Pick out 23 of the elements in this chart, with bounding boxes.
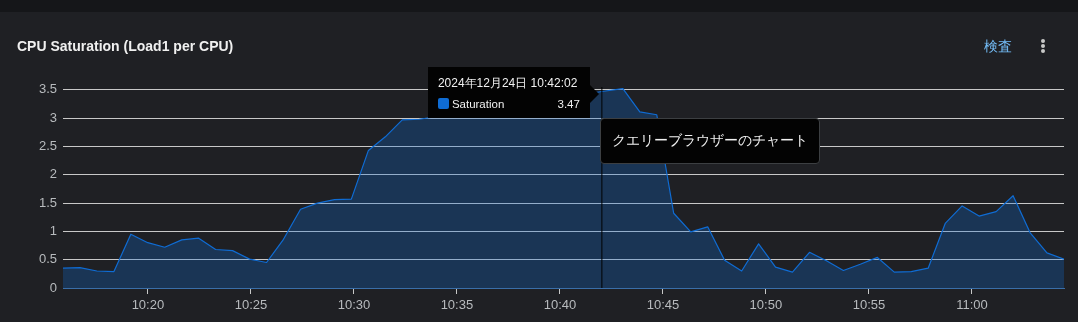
x-tick-label: 10:35 — [440, 297, 474, 313]
x-tick-label: 10:50 — [749, 297, 783, 313]
legend-label: Saturation — [451, 97, 505, 110]
x-tick-label: 10:45 — [646, 297, 680, 313]
y-tick-label: 1 — [49, 222, 57, 238]
chart-title: CPU Saturation (Load1 per CPU) — [17, 38, 234, 54]
x-tick-label: 11:00 — [956, 297, 988, 313]
y-tick-label: 3.5 — [38, 81, 57, 97]
y-tick-label: 1.5 — [38, 194, 57, 210]
data-label: 3.47 — [557, 97, 580, 110]
x-tick-label: 10:20 — [131, 297, 165, 313]
y-tick-label: 0 — [49, 279, 57, 295]
x-tick-label: 10:25 — [234, 297, 268, 313]
annotation: クエリーブラウザーのチャート — [600, 118, 820, 164]
y-tick-label: 2.5 — [38, 138, 57, 154]
y-tick-label: 0.5 — [38, 251, 57, 267]
x-tick-label: 10:55 — [852, 297, 886, 313]
annotation: 2024年12月24日 10:42:02 — [437, 74, 579, 92]
x-tick-label: 10:30 — [337, 297, 371, 313]
y-tick-label: 2 — [49, 166, 57, 182]
x-tick-label: 10:40 — [543, 297, 577, 313]
y-tick-label: 3 — [49, 109, 57, 125]
text: 検査 — [984, 38, 1012, 56]
